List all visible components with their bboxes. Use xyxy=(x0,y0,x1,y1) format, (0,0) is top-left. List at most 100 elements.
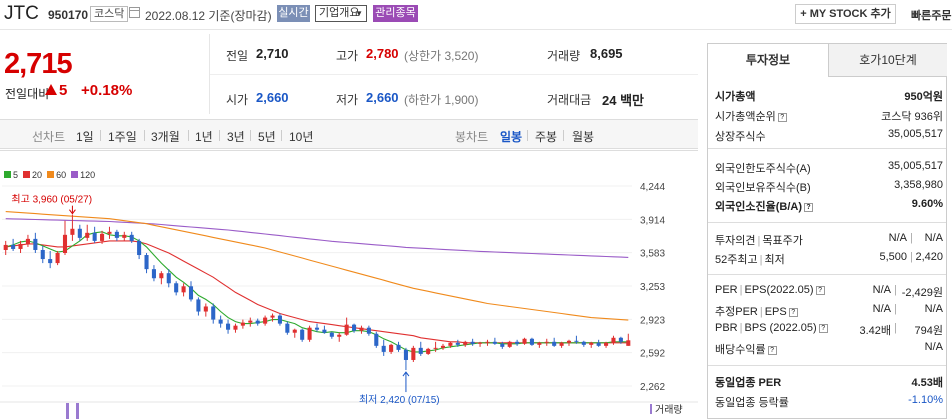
candle-body xyxy=(240,322,245,326)
row-label-1: 배당수익률 xyxy=(715,344,766,356)
help-icon[interactable]: ? xyxy=(804,203,813,212)
candle-body xyxy=(485,341,490,343)
ma120-line xyxy=(5,218,629,258)
high-arrow-head xyxy=(69,209,76,215)
candle-body xyxy=(604,342,609,346)
candle-body xyxy=(344,324,349,335)
panel-divider xyxy=(708,365,946,366)
open-value: 2,660 xyxy=(256,90,289,105)
realtime-button[interactable]: 실시간 xyxy=(277,5,310,22)
candle-body xyxy=(85,232,90,238)
row-label: 투자의견 | 목표주가 xyxy=(715,232,803,248)
row-label-2: EPS(2022.05) xyxy=(744,284,814,296)
quick-order-button[interactable]: 빠른주문 xyxy=(911,10,952,22)
candle-body xyxy=(589,342,594,345)
candle-body xyxy=(500,343,505,347)
tab-daily-candle[interactable]: 일봉 xyxy=(500,130,523,144)
candle-body xyxy=(440,345,446,348)
candle-body xyxy=(374,333,379,346)
candle-body xyxy=(322,329,327,333)
calendar-icon xyxy=(129,7,140,18)
candle-body xyxy=(151,269,156,279)
tab-monthly-candle[interactable]: 월봉 xyxy=(572,130,595,144)
candle-body xyxy=(455,342,460,345)
row-label-2: EPS xyxy=(764,306,787,318)
row-value-2: N/A xyxy=(924,232,943,244)
row-value-1: N/A xyxy=(872,303,891,315)
row-label-2: 목표주가 xyxy=(762,235,803,247)
candle-body xyxy=(426,348,431,354)
candle-body xyxy=(92,232,97,241)
foreign-holding-row: 외국인한도주식수(A) 35,005,517 xyxy=(715,160,943,176)
help-icon[interactable]: ? xyxy=(815,286,825,295)
amount-value: 24 백만 xyxy=(602,93,644,108)
candle-body xyxy=(33,238,38,250)
candle-body xyxy=(122,234,127,238)
stock-code: 950170 xyxy=(48,8,89,22)
divider xyxy=(219,130,220,141)
row-value-2: -2,429원 xyxy=(901,287,943,299)
candle-body xyxy=(233,325,238,330)
divider: | xyxy=(910,232,913,244)
tab-10year[interactable]: 10년 xyxy=(289,130,314,144)
low-value: 2,660 xyxy=(366,90,399,105)
help-icon[interactable]: ? xyxy=(767,346,777,355)
up-triangle-icon xyxy=(45,84,57,95)
divider: | xyxy=(739,284,743,296)
add-my-stock-button[interactable]: + MY STOCK 추가 xyxy=(795,4,896,24)
help-icon[interactable]: ? xyxy=(788,308,798,317)
candle-body xyxy=(403,349,408,360)
tab-5year[interactable]: 5년 xyxy=(258,130,276,144)
valuation-row: 배당수익률? N/A xyxy=(715,341,943,357)
candle-body xyxy=(366,327,371,334)
stock-header: JTC 950170 코스닥 2022.08.12 기준(장마감) 실시간 기업… xyxy=(0,0,952,30)
tab-3month[interactable]: 3개월 xyxy=(151,130,180,144)
candle-body xyxy=(248,320,253,323)
candle-body xyxy=(314,327,320,330)
upper-limit: (상한가 3,520) xyxy=(404,49,479,63)
candle-body xyxy=(396,344,401,350)
tab-1day[interactable]: 1일 xyxy=(76,130,94,144)
price-chart[interactable]: 4,244 3,914 3,583 3,253 2,923 2,592 2,262 최고 3… xyxy=(0,150,698,419)
amount-label: 거래대금 xyxy=(547,93,592,107)
candle-body xyxy=(596,342,601,346)
managed-stock-badge[interactable]: 관리종목 xyxy=(373,5,418,22)
tab-line-chart[interactable]: 선차트 xyxy=(32,130,66,144)
candle-body xyxy=(463,341,468,345)
candle-body xyxy=(581,341,586,345)
tab-1week[interactable]: 1주일 xyxy=(108,130,137,144)
help-icon[interactable]: ? xyxy=(777,113,787,122)
help-icon[interactable]: ? xyxy=(818,324,828,333)
low-label: 저가 xyxy=(336,93,359,107)
y-tick-label: 4,244 xyxy=(640,182,665,193)
row-label-1: 52주최고 xyxy=(715,254,758,266)
row-label: 상장주식수 xyxy=(715,131,766,143)
candle-body xyxy=(203,306,208,312)
row-label-1: PBR xyxy=(715,322,738,334)
candle-body xyxy=(77,228,82,238)
candle-body xyxy=(618,337,623,342)
row-label-1: 투자의견 xyxy=(715,235,756,247)
candle-body xyxy=(448,342,453,346)
row-value: -1.10% xyxy=(908,394,943,406)
high-label: 고가 xyxy=(336,49,359,63)
tab-3year[interactable]: 3년 xyxy=(227,130,245,144)
tab-candle-chart[interactable]: 봉차트 xyxy=(455,130,489,144)
candle-body xyxy=(3,244,8,250)
legend-swatch xyxy=(71,171,79,178)
row-label: 시가총액 xyxy=(715,91,756,103)
divider: | xyxy=(894,303,897,315)
tab-order-book[interactable]: 호가10단계 xyxy=(828,44,947,77)
divider xyxy=(188,130,189,141)
tab-investment-info[interactable]: 투자정보 xyxy=(708,44,828,77)
divider: | xyxy=(894,322,897,334)
row-value-2: 794원 xyxy=(914,325,943,337)
row-value-1: 3.42배 xyxy=(859,325,891,337)
row-value: 9.60% xyxy=(911,198,943,210)
candle-body xyxy=(181,286,186,293)
tab-weekly-candle[interactable]: 주봉 xyxy=(535,130,558,144)
candle-body xyxy=(470,341,475,344)
tab-1year[interactable]: 1년 xyxy=(195,130,213,144)
high-annotation: 최고 3,960 (05/27) xyxy=(11,194,92,206)
company-info-dropdown[interactable]: 기업개요 ▼ xyxy=(315,5,367,22)
